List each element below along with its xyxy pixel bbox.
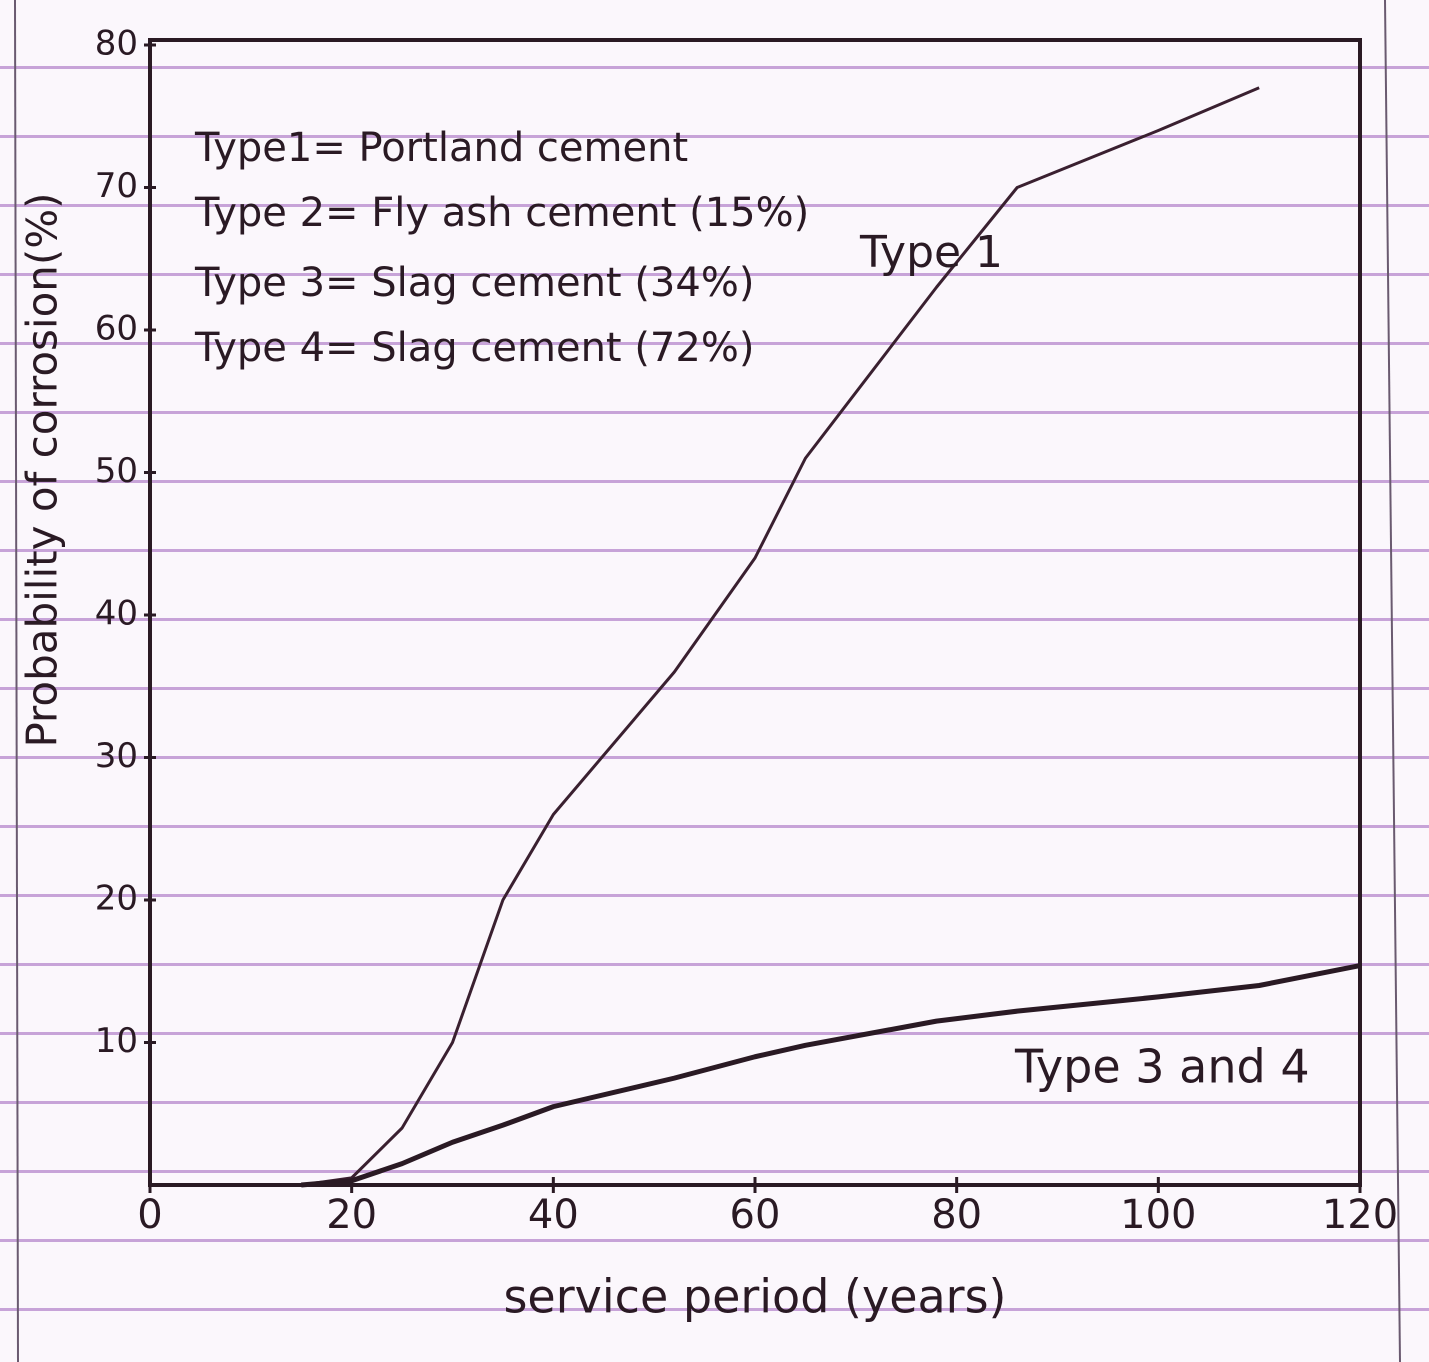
y-tick-label: 80 xyxy=(95,24,138,64)
y-axis-label: Probability of corrosion(%) xyxy=(18,192,67,747)
y-tick-label: 20 xyxy=(95,879,138,919)
y-tick-label: 40 xyxy=(95,594,138,634)
series-label: Type 3 and 4 xyxy=(1014,1040,1310,1094)
x-tick-label: 80 xyxy=(931,1192,982,1238)
y-tick-label: 60 xyxy=(95,309,138,349)
y-tick-label: 10 xyxy=(95,1021,138,1061)
key-entry: Type 4= Slag cement (72%) xyxy=(194,325,754,371)
y-tick-label: 70 xyxy=(95,166,138,206)
chart: Type1= Portland cement Type 2= Fly ash c… xyxy=(0,0,1429,1362)
x-axis-label: service period (years) xyxy=(503,1270,1006,1324)
key-entry: Type 2= Fly ash cement (15%) xyxy=(194,190,809,236)
y-tick-label: 30 xyxy=(95,736,138,776)
x-tick-label: 100 xyxy=(1120,1192,1196,1238)
x-tick-label: 120 xyxy=(1322,1192,1398,1238)
x-tick-label: 0 xyxy=(137,1192,162,1238)
key-entry: Type1= Portland cement xyxy=(194,125,688,171)
y-tick-label: 50 xyxy=(95,451,138,491)
key-entry: Type 3= Slag cement (34%) xyxy=(194,260,754,306)
x-tick-label: 60 xyxy=(730,1192,781,1238)
x-tick-label: 40 xyxy=(528,1192,579,1238)
series-label: Type 1 xyxy=(859,227,1003,278)
page: Type1= Portland cement Type 2= Fly ash c… xyxy=(0,0,1429,1362)
x-tick-label: 20 xyxy=(326,1192,377,1238)
series-line xyxy=(301,88,1259,1185)
margin-line xyxy=(1385,0,1400,1362)
